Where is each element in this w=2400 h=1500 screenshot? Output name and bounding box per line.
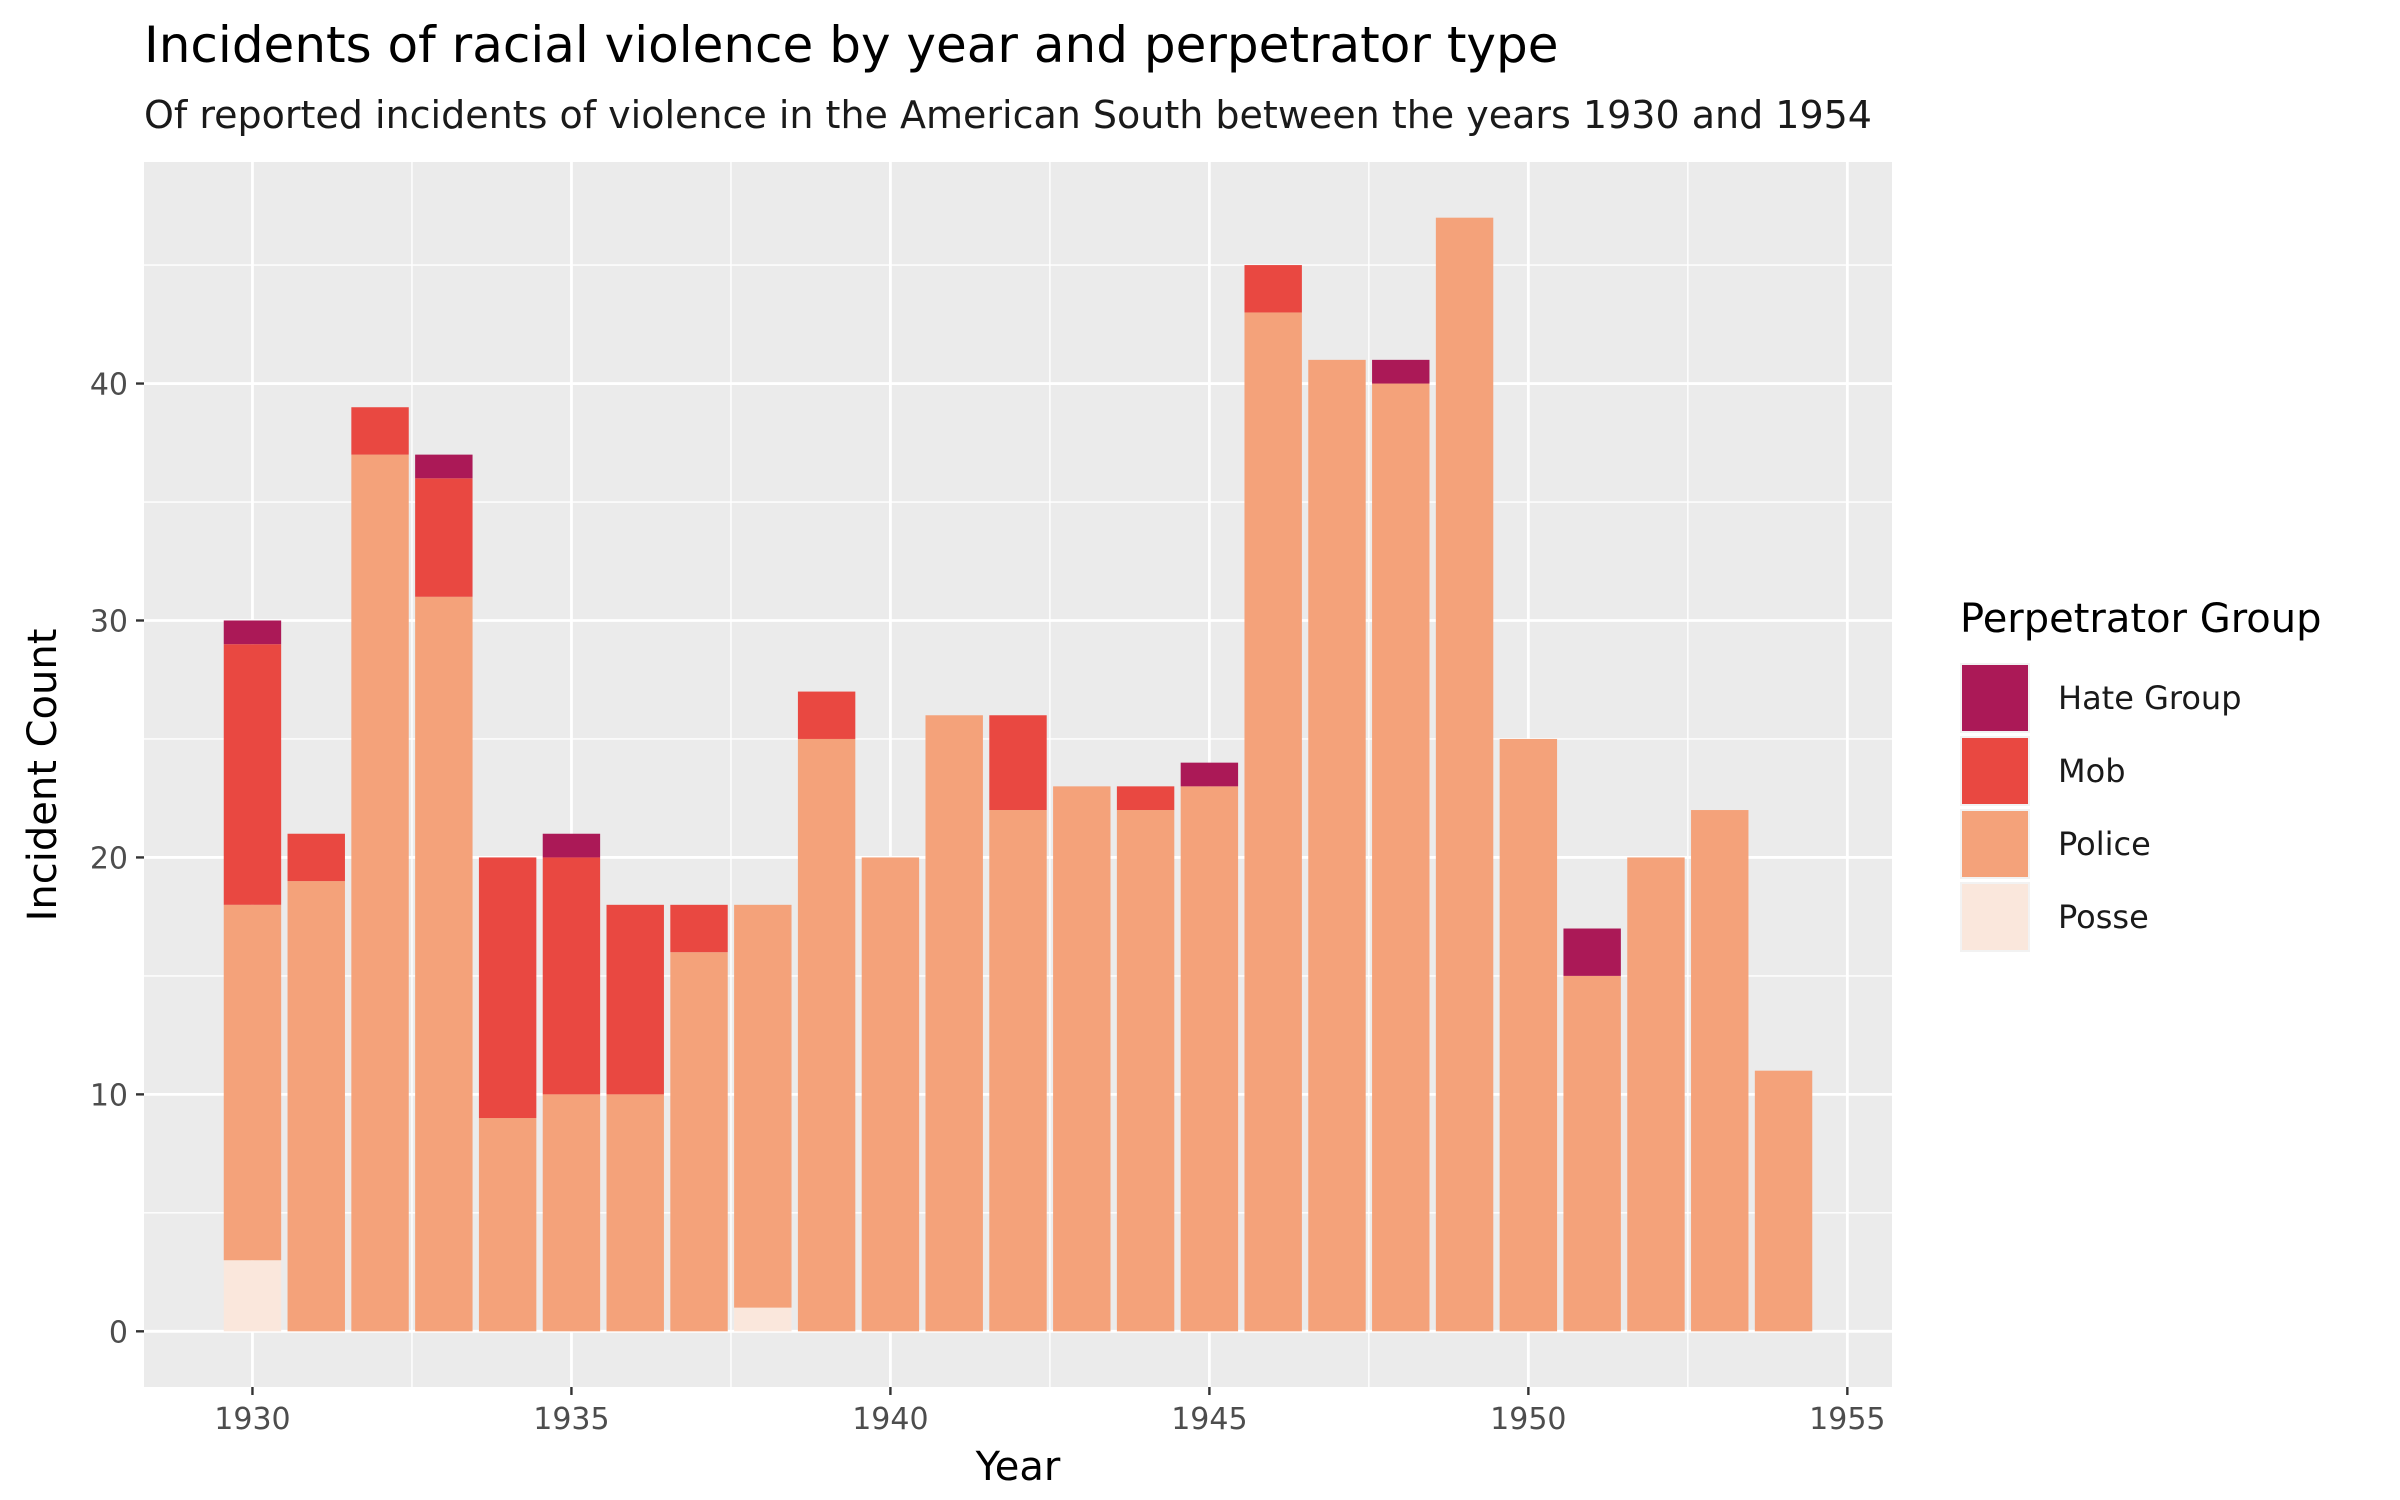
bar-police-1934 xyxy=(478,1118,537,1332)
bar-police-1942 xyxy=(989,810,1047,1332)
bar-police-1935 xyxy=(542,1094,601,1332)
chart-subtitle: Of reported incidents of violence in the… xyxy=(144,93,1872,137)
x-tick-label: 1945 xyxy=(1171,1402,1247,1437)
x-tick-label: 1940 xyxy=(852,1402,928,1437)
legend: Perpetrator Group Hate Group Mob Police Pos… xyxy=(1960,596,2321,952)
bar-hate-group-1935 xyxy=(542,833,601,858)
chart-title: Incidents of racial violence by year and… xyxy=(144,16,1559,74)
x-axis-title: Year xyxy=(975,1444,1061,1490)
x-tick-label: 1930 xyxy=(214,1402,290,1437)
bar-mob-1944 xyxy=(1116,786,1175,811)
bar-mob-1936 xyxy=(606,904,664,1095)
bar-police-1945 xyxy=(1180,786,1239,1332)
bar-police-1931 xyxy=(287,881,345,1332)
bar-police-1939 xyxy=(797,738,856,1332)
bar-mob-1932 xyxy=(351,407,409,455)
bar-mob-1934 xyxy=(478,857,537,1119)
bar-police-1936 xyxy=(606,1094,664,1332)
bar-posse-1938 xyxy=(734,1307,792,1332)
y-tick-label: 40 xyxy=(90,368,128,403)
legend-label: Police xyxy=(2058,825,2151,863)
bar-police-1932 xyxy=(351,454,409,1332)
bar-hate-group-1951 xyxy=(1563,928,1621,976)
y-axis-title: Incident Count xyxy=(20,629,66,922)
bar-hate-group-1930 xyxy=(223,620,282,645)
bar-police-1953 xyxy=(1691,810,1749,1332)
bar-posse-1930 xyxy=(223,1260,282,1332)
bar-mob-1935 xyxy=(542,857,601,1095)
legend-label: Posse xyxy=(2058,898,2149,936)
y-axis: 0 10 20 30 40 xyxy=(90,368,144,1350)
bar-police-1947 xyxy=(1308,359,1366,1332)
bar-mob-1930 xyxy=(223,644,282,905)
x-tick-label: 1935 xyxy=(533,1402,609,1437)
bar-hate-group-1945 xyxy=(1180,762,1239,787)
bar-police-1933 xyxy=(415,596,473,1332)
bar-police-1930 xyxy=(223,904,282,1261)
bar-police-1950 xyxy=(1499,738,1558,1332)
y-tick-label: 0 xyxy=(109,1315,128,1350)
bar-police-1951 xyxy=(1563,975,1621,1332)
x-tick-label: 1955 xyxy=(1809,1402,1885,1437)
bar-mob-1942 xyxy=(989,715,1047,811)
x-axis: 1930 1935 1940 1945 1950 1955 xyxy=(214,1387,1886,1437)
bar-mob-1933 xyxy=(415,478,473,597)
legend-title: Perpetrator Group xyxy=(1960,596,2321,642)
legend-label: Hate Group xyxy=(2058,679,2242,717)
bar-mob-1931 xyxy=(287,833,345,882)
bar-police-1954 xyxy=(1754,1070,1813,1332)
bar-hate-group-1933 xyxy=(415,454,473,479)
bar-mob-1937 xyxy=(670,904,728,953)
bar-police-1937 xyxy=(670,952,728,1332)
legend-label: Mob xyxy=(2058,752,2126,790)
bar-police-1943 xyxy=(1053,786,1111,1332)
bar-police-1944 xyxy=(1116,810,1175,1332)
x-tick-label: 1950 xyxy=(1490,1402,1566,1437)
y-tick-label: 10 xyxy=(90,1078,128,1113)
bar-police-1940 xyxy=(861,857,920,1332)
bar-hate-group-1948 xyxy=(1372,359,1430,384)
bar-police-1938 xyxy=(734,904,792,1308)
bar-police-1948 xyxy=(1372,383,1430,1332)
legend-swatch-police xyxy=(1962,811,2028,877)
bar-mob-1946 xyxy=(1244,265,1302,313)
bar-police-1946 xyxy=(1244,312,1302,1332)
y-tick-label: 30 xyxy=(90,604,128,639)
legend-swatch-mob xyxy=(1962,738,2028,804)
legend-swatch-posse xyxy=(1962,884,2028,950)
bars xyxy=(223,217,1813,1332)
bar-mob-1939 xyxy=(797,691,856,739)
bar-police-1949 xyxy=(1435,217,1494,1332)
y-tick-label: 20 xyxy=(90,841,128,876)
legend-swatch-hate-group xyxy=(1962,665,2028,731)
bar-police-1952 xyxy=(1627,857,1685,1332)
bar-police-1941 xyxy=(925,715,983,1332)
